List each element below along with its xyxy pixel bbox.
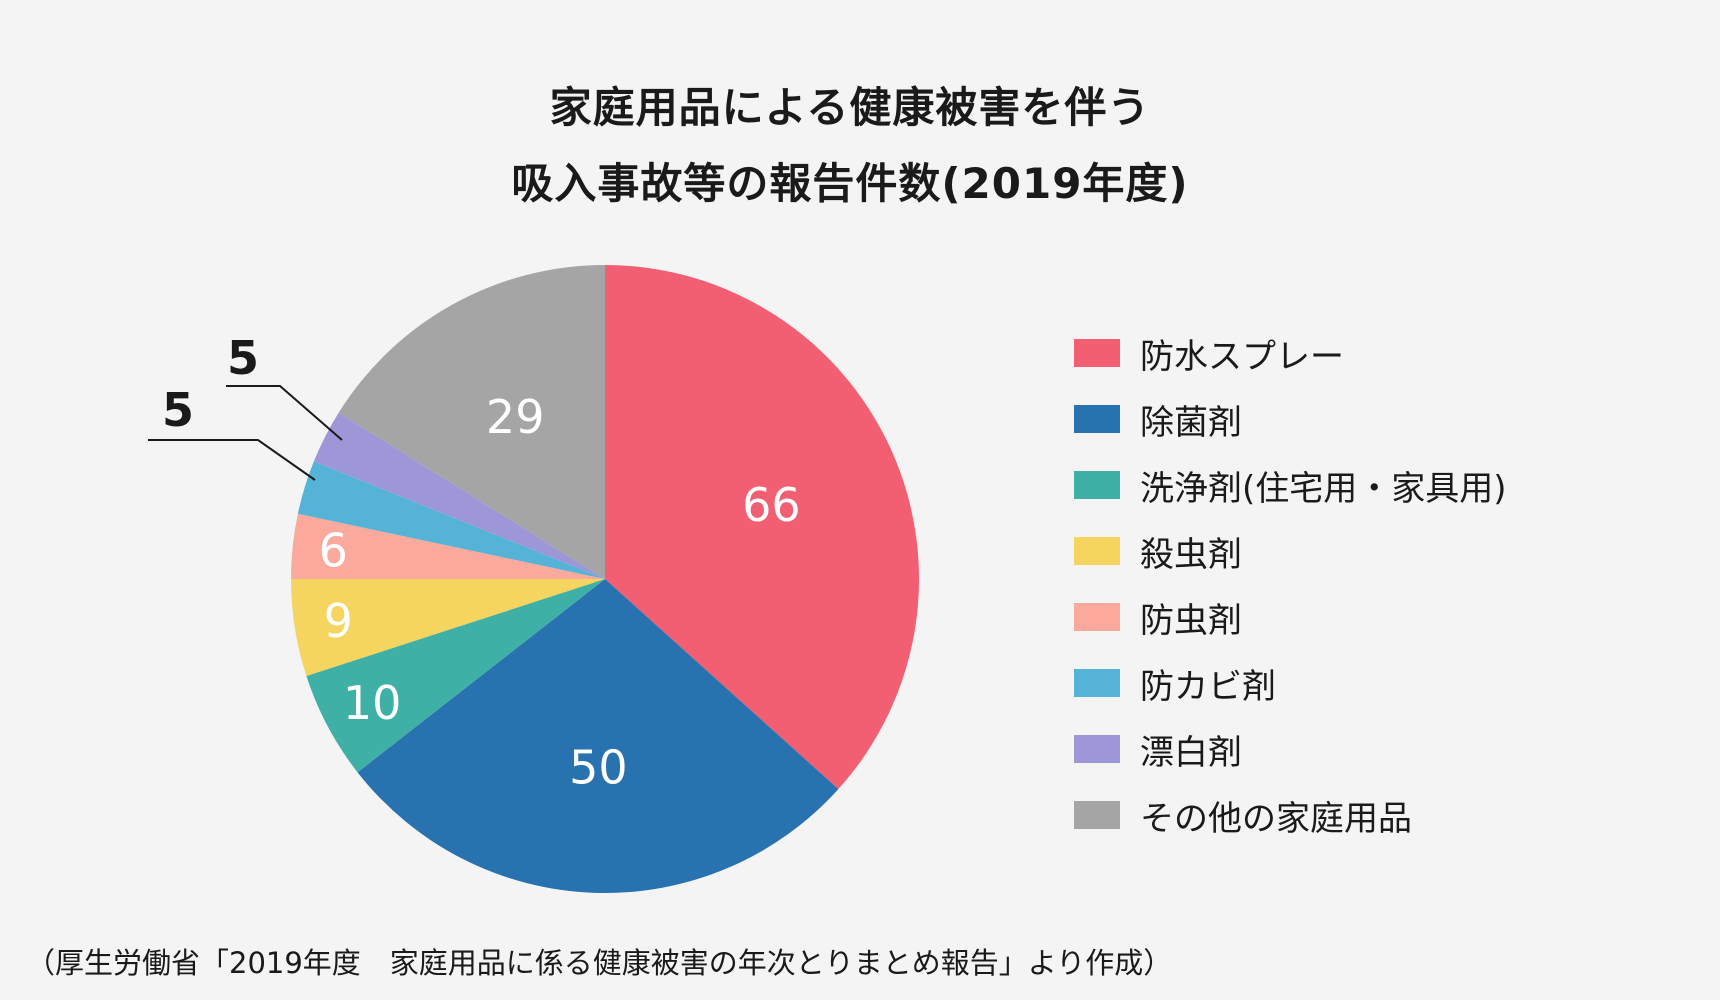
- value-labels: 66 50 10 9 6 55 29: [162, 331, 801, 794]
- pie-slice: [306, 579, 605, 773]
- pie-slice: [605, 265, 920, 790]
- legend-item: 防カビ剤: [1074, 650, 1507, 716]
- pie-slice: [297, 461, 605, 579]
- slice-value-label: 66: [742, 478, 801, 532]
- slice-value-label: 5: [162, 383, 194, 437]
- chart-title-line-2: 吸入事故等の報告件数(2019年度): [511, 159, 1189, 208]
- legend-swatch: [1074, 603, 1120, 631]
- legend-label: 防カビ剤: [1140, 666, 1276, 707]
- legend: 防水スプレー 除菌剤洗浄剤(住宅用・家具用) 殺虫剤防虫剤防カビ剤漂白剤その他の家庭…: [1074, 320, 1507, 848]
- legend-label: 除菌剤: [1140, 402, 1242, 443]
- source-note: （厚生労働省「2019年度 家庭用品に係る健康被害の年次とりまとめ報告」より作成…: [26, 946, 1173, 980]
- legend-swatch: [1074, 801, 1120, 829]
- legend-swatch: [1074, 471, 1120, 499]
- leader-lines: [148, 385, 343, 481]
- legend-item: その他の家庭用品: [1074, 782, 1507, 848]
- slice-value-label: 10: [343, 676, 402, 730]
- pie-slice: [291, 513, 605, 579]
- legend-swatch: [1074, 405, 1120, 433]
- chart-title-line-1: 家庭用品による健康被害を伴う: [549, 83, 1151, 132]
- pie-slice: [291, 579, 605, 677]
- legend-swatch: [1074, 339, 1120, 367]
- legend-label: 殺虫剤: [1140, 534, 1242, 575]
- legend-label: その他の家庭用品: [1140, 798, 1412, 839]
- leader-line: [226, 385, 343, 441]
- legend-label: 洗浄剤(住宅用・家具用): [1140, 468, 1507, 509]
- legend-label: 漂白剤: [1140, 732, 1242, 773]
- slice-value-label: 9: [324, 594, 353, 648]
- legend-item: 洗浄剤(住宅用・家具用): [1074, 452, 1507, 518]
- slice-value-label: 6: [319, 523, 348, 577]
- pie-slices: [291, 265, 920, 894]
- legend-swatch: [1074, 735, 1120, 763]
- slice-value-label: 29: [486, 390, 545, 444]
- legend-swatch: [1074, 669, 1120, 697]
- leader-line: [148, 439, 316, 481]
- slice-value-label: 5: [227, 331, 259, 385]
- pie-slice: [313, 412, 605, 579]
- legend-item: 防水スプレー: [1074, 320, 1507, 386]
- legend-label: 防虫剤: [1140, 600, 1242, 641]
- pie-slice: [338, 265, 605, 579]
- legend-label: 防水スプレー: [1140, 336, 1344, 377]
- pie-slice: [357, 579, 839, 894]
- legend-item: 殺虫剤: [1074, 518, 1507, 584]
- legend-item: 漂白剤: [1074, 716, 1507, 782]
- slice-value-label: 50: [569, 740, 628, 794]
- legend-item: 除菌剤: [1074, 386, 1507, 452]
- legend-item: 防虫剤: [1074, 584, 1507, 650]
- legend-swatch: [1074, 537, 1120, 565]
